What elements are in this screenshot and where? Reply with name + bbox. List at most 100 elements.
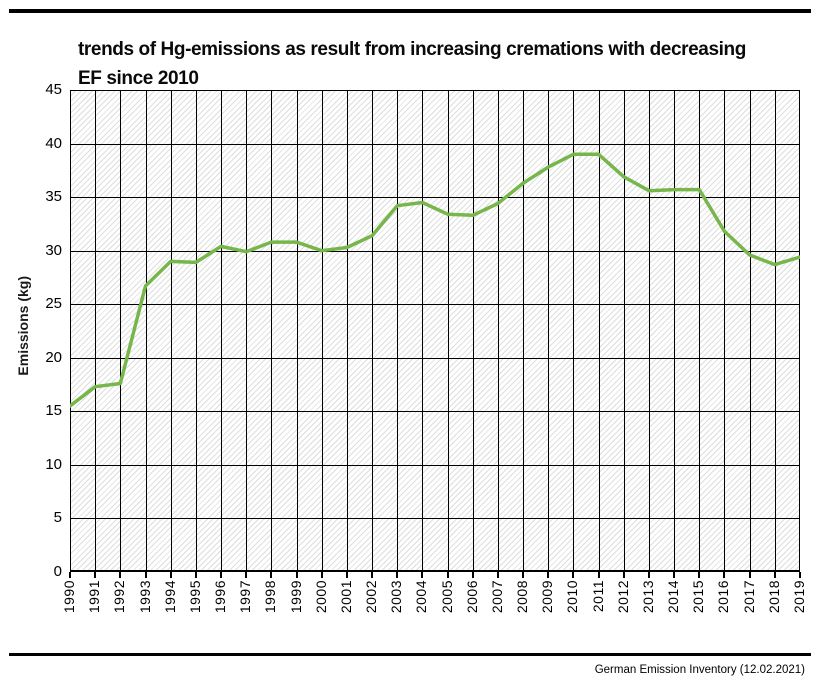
gridline-vertical: [70, 90, 71, 572]
x-tick-label: 1998: [262, 580, 279, 614]
gridline-horizontal: [70, 251, 800, 252]
x-tick-mark: [572, 572, 575, 578]
x-tick-mark: [371, 572, 374, 578]
y-tick-label: 45: [45, 81, 62, 98]
gridline-horizontal: [70, 90, 800, 91]
x-tick-mark: [345, 572, 348, 578]
x-tick-label: 2009: [539, 580, 556, 614]
x-tick-label: 1991: [86, 580, 103, 614]
y-tick-label: 10: [45, 455, 62, 473]
gridline-vertical: [422, 90, 423, 572]
x-tick-label: 2012: [614, 580, 631, 614]
x-tick-mark: [698, 572, 701, 578]
x-tick-label: 2000: [312, 580, 329, 614]
x-tick-mark: [169, 572, 172, 578]
x-tick-mark: [320, 572, 323, 578]
x-tick-label: 2016: [715, 580, 732, 614]
x-tick-label: 2004: [413, 580, 430, 614]
gridline-vertical: [448, 90, 449, 572]
gridline-vertical: [649, 90, 650, 572]
x-tick-mark: [496, 572, 499, 578]
gridline-vertical: [271, 90, 272, 572]
gridline-vertical: [775, 90, 776, 572]
gridline-vertical: [171, 90, 172, 572]
gridline-horizontal: [70, 144, 800, 145]
y-tick-label: 40: [45, 134, 62, 152]
x-tick-mark: [673, 572, 676, 578]
x-tick-label: 2006: [463, 580, 480, 614]
x-tick-label: 2005: [438, 580, 455, 614]
x-tick-mark: [421, 572, 424, 578]
gridline-vertical: [347, 90, 348, 572]
gridline-horizontal: [70, 197, 800, 198]
x-tick-mark: [622, 572, 625, 578]
gridline-vertical: [750, 90, 751, 572]
gridline-vertical: [724, 90, 725, 572]
gridline-vertical: [397, 90, 398, 572]
x-tick-mark: [773, 572, 776, 578]
page-title: trends of Hg-emissions as result from in…: [78, 38, 746, 89]
x-tick-label: 2014: [665, 580, 682, 614]
gridline-horizontal: [70, 518, 800, 519]
gridline-vertical: [799, 90, 800, 572]
gridline-vertical: [372, 90, 373, 572]
gridline-vertical: [473, 90, 474, 572]
y-tick-label: 20: [45, 348, 62, 366]
x-tick-mark: [245, 572, 248, 578]
x-tick-label: 1996: [212, 580, 229, 614]
x-tick-mark: [597, 572, 600, 578]
y-tick-label: 35: [45, 188, 62, 206]
x-tick-label: 2002: [363, 580, 380, 614]
x-tick-mark: [396, 572, 399, 578]
x-tick-mark: [220, 572, 223, 578]
gridline-vertical: [95, 90, 96, 572]
y-tick-label: 15: [45, 402, 62, 420]
x-tick-label: 1994: [161, 580, 178, 614]
bottom-rule: [9, 653, 811, 656]
emissions-line: [70, 152, 800, 408]
x-tick-label: 1999: [287, 580, 304, 614]
x-tick-label: 2001: [337, 580, 354, 614]
gridline-vertical: [246, 90, 247, 572]
x-tick-label: 1995: [186, 580, 203, 614]
gridline-vertical: [196, 90, 197, 572]
x-tick-label: 2008: [514, 580, 531, 614]
gridline-vertical: [699, 90, 700, 572]
gridline-horizontal: [70, 358, 800, 359]
x-tick-mark: [194, 572, 197, 578]
top-rule: [9, 9, 811, 13]
x-tick-mark: [119, 572, 122, 578]
x-tick-label: 2003: [388, 580, 405, 614]
gridline-vertical: [120, 90, 121, 572]
x-axis-line: [70, 570, 800, 572]
x-tick-mark: [748, 572, 751, 578]
x-tick-label: 1993: [136, 580, 153, 614]
x-tick-label: 2011: [589, 580, 606, 613]
gridline-vertical: [523, 90, 524, 572]
gridline-horizontal: [70, 411, 800, 412]
x-tick-mark: [647, 572, 650, 578]
series-svg: [70, 152, 800, 408]
x-tick-mark: [69, 572, 71, 578]
x-tick-mark: [144, 572, 147, 578]
gridline-vertical: [297, 90, 298, 572]
x-tick-mark: [799, 572, 801, 578]
x-tick-label: 2010: [564, 580, 581, 614]
x-tick-mark: [723, 572, 726, 578]
gridline-vertical: [548, 90, 549, 572]
y-tick-label: 30: [45, 241, 62, 259]
y-tick-label: 25: [45, 295, 62, 313]
x-tick-mark: [471, 572, 474, 578]
x-tick-mark: [446, 572, 449, 578]
gridline-vertical: [322, 90, 323, 572]
x-tick-label: 1997: [237, 580, 254, 614]
x-tick-mark: [522, 572, 525, 578]
gridline-vertical: [221, 90, 222, 572]
x-tick-mark: [94, 572, 97, 578]
gridline-horizontal: [70, 304, 800, 305]
gridline-vertical: [573, 90, 574, 572]
gridline-vertical: [498, 90, 499, 572]
x-tick-label: 2013: [639, 580, 656, 614]
x-tick-label: 2019: [791, 580, 807, 614]
